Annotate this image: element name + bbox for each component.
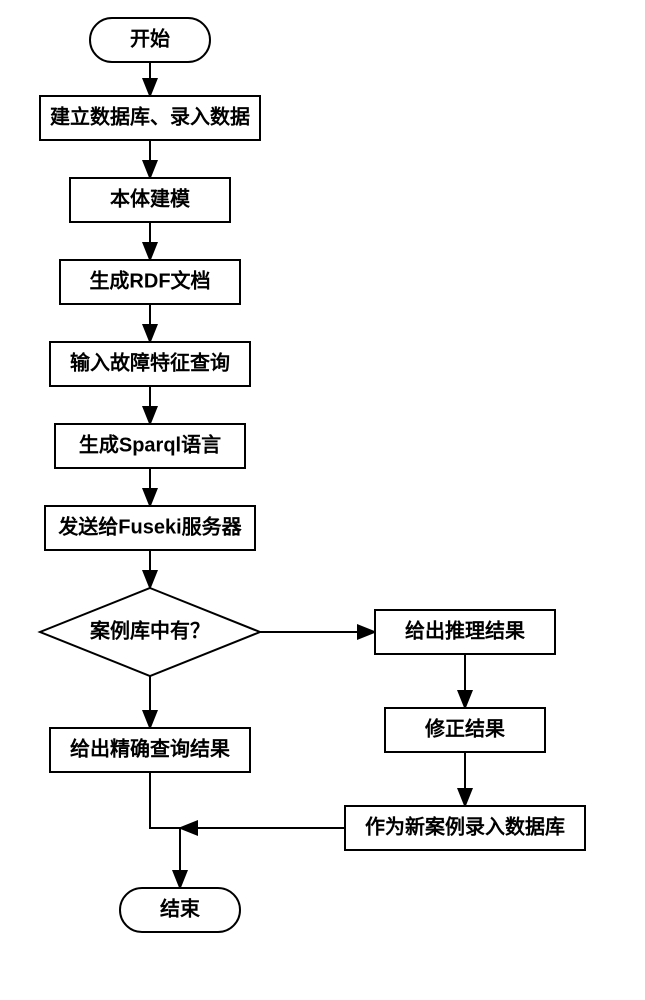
node-label-correct: 修正结果 bbox=[424, 716, 505, 740]
node-label-step7: 给出精确查询结果 bbox=[70, 736, 230, 760]
node-label-infer: 给出推理结果 bbox=[405, 618, 525, 642]
node-label-step3: 生成RDF文档 bbox=[89, 268, 210, 292]
node-label-newcase: 作为新案例录入数据库 bbox=[365, 814, 565, 838]
node-label-step6: 发送给Fuseki服务器 bbox=[57, 514, 242, 538]
node-step2: 本体建模 bbox=[70, 178, 230, 222]
node-label-step5: 生成Sparql语言 bbox=[79, 432, 221, 456]
node-label-start: 开始 bbox=[130, 26, 170, 50]
node-step5: 生成Sparql语言 bbox=[55, 424, 245, 468]
node-end: 结束 bbox=[120, 888, 240, 932]
node-decision: 案例库中有？ bbox=[40, 588, 260, 676]
node-step4: 输入故障特征查询 bbox=[50, 342, 250, 386]
node-label-end: 结束 bbox=[160, 896, 201, 920]
node-label-step4: 输入故障特征查询 bbox=[70, 350, 230, 374]
node-step1: 建立数据库、录入数据 bbox=[40, 96, 260, 140]
node-step6: 发送给Fuseki服务器 bbox=[45, 506, 255, 550]
node-infer: 给出推理结果 bbox=[375, 610, 555, 654]
node-label-decision: 案例库中有？ bbox=[89, 618, 210, 642]
node-step7: 给出精确查询结果 bbox=[50, 728, 250, 772]
node-label-step2: 本体建模 bbox=[110, 186, 191, 210]
edge-step7-end bbox=[150, 772, 180, 888]
node-correct: 修正结果 bbox=[385, 708, 545, 752]
node-newcase: 作为新案例录入数据库 bbox=[345, 806, 585, 850]
node-label-step1: 建立数据库、录入数据 bbox=[50, 104, 250, 128]
node-step3: 生成RDF文档 bbox=[60, 260, 240, 304]
node-start: 开始 bbox=[90, 18, 210, 62]
